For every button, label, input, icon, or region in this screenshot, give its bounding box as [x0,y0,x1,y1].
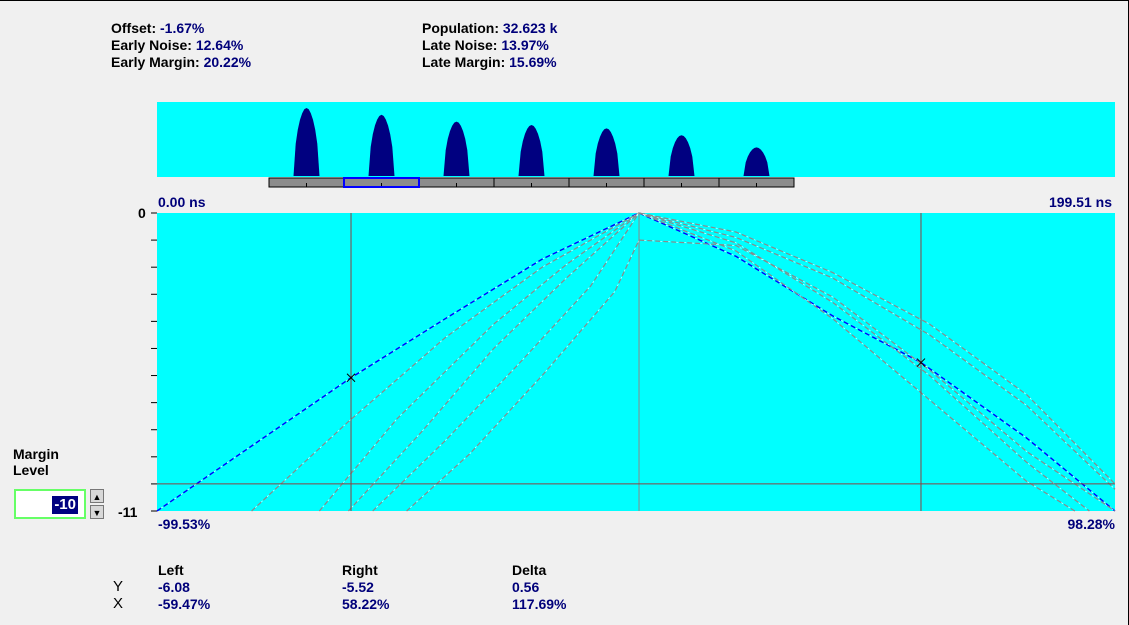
col-right-header: Right [342,562,378,578]
margin-curve [251,212,1116,512]
population-stat: Population: 32.623 k [422,20,557,36]
plot-background [157,213,1115,511]
margin-curve [372,212,1076,512]
row-y-label: Y [113,578,124,595]
early-noise-stat: Early Noise: 12.64% [111,37,243,53]
window-top-border [0,0,1129,1]
row-x-label: X [113,595,124,612]
margin-curve [406,239,1116,512]
selected-segment[interactable] [343,177,420,188]
late-noise-label: Late Noise: [422,37,498,53]
late-margin-label: Late Margin: [422,54,506,70]
level-label: Level [13,462,49,478]
population-label: Population: [422,20,499,36]
y-top-label: 0 [138,205,146,221]
offset-stat: Offset: -1.67% [111,20,204,36]
margin-level-value: -10 [52,496,78,514]
margin-level-input[interactable]: -10 [14,489,86,519]
x-right-value: 58.22% [342,596,390,612]
histogram-chart [157,102,1115,188]
x-right-label: 98.28% [1067,516,1115,532]
time-start-label: 0.00 ns [158,194,206,210]
y-bottom-label: -11 [118,504,138,520]
time-end-label: 199.51 ns [1048,194,1112,210]
y-left-value: -6.08 [158,579,190,595]
early-noise-value: 12.64% [195,37,244,53]
early-margin-label: Early Margin: [111,54,200,70]
histogram-bar [368,114,395,176]
offset-label: Offset: [111,20,157,36]
spin-down-icon[interactable]: ▼ [90,505,104,519]
margin-curve [318,212,1116,512]
histogram-bar [518,125,545,176]
margin-level-spinner[interactable]: ▲ ▼ [90,489,104,519]
x-left-value: -59.47% [158,596,211,612]
x-delta-value: 117.69% [512,596,567,612]
spin-up-icon[interactable]: ▲ [90,489,104,503]
left-intersection-marker [346,373,356,383]
margin-curve [347,212,1090,512]
right-intersection-marker [916,358,926,367]
early-noise-label: Early Noise: [111,37,192,53]
margin-label: Margin [13,446,59,462]
late-margin-stat: Late Margin: 15.69% [422,54,557,70]
y-delta-value: 0.56 [512,579,540,595]
late-noise-value: 13.97% [501,37,549,53]
col-delta-header: Delta [512,562,547,578]
col-left-header: Left [158,562,184,578]
population-value: 32.623 k [502,20,558,36]
late-noise-stat: Late Noise: 13.97% [422,37,549,53]
early-margin-value: 20.22% [203,54,252,70]
primary-margin-curve [156,212,1116,512]
histogram-bar [668,135,695,176]
y-right-value: -5.52 [342,579,374,595]
histogram-bar [743,147,770,176]
early-margin-stat: Early Margin: 20.22% [111,54,251,70]
histogram-bar [293,108,320,176]
x-left-label: -99.53% [158,516,211,532]
histogram-bar [593,128,620,176]
histogram-bar [443,121,470,176]
offset-value: -1.67% [160,20,205,36]
late-margin-value: 15.69% [509,54,557,70]
